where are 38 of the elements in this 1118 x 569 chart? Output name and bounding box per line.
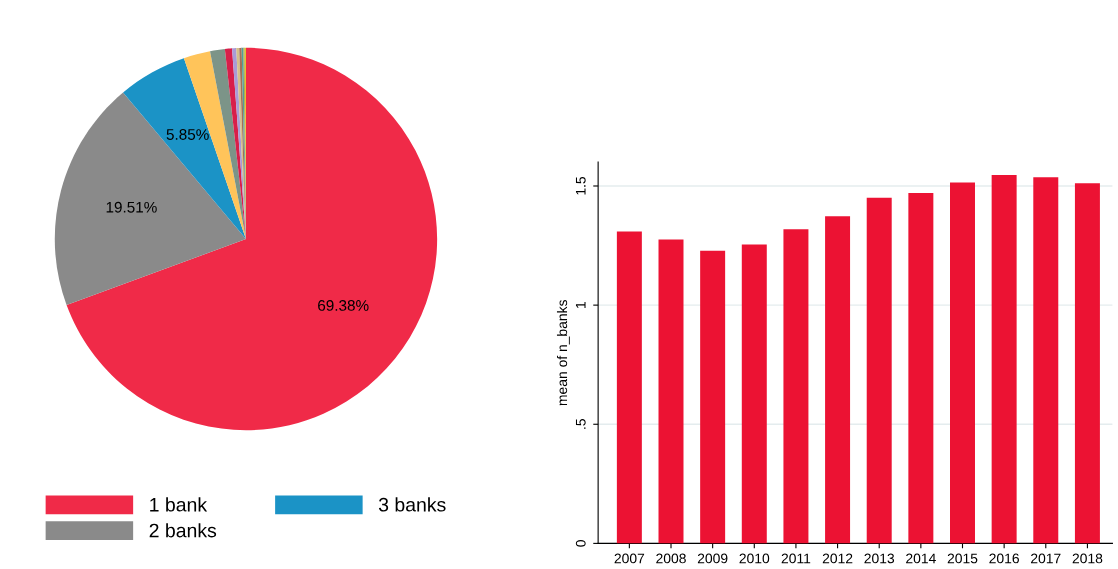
x-tick-label: 2008 xyxy=(656,553,686,564)
bar xyxy=(1074,183,1100,544)
y-tick-label: .5 xyxy=(575,419,586,429)
bar xyxy=(741,244,767,544)
bar xyxy=(658,239,684,544)
bar xyxy=(825,216,851,544)
bar xyxy=(700,250,726,544)
data-label: 69.38% xyxy=(318,300,369,311)
x-tick-label: 2010 xyxy=(739,553,770,564)
bar xyxy=(908,192,934,544)
x-tick-label: 2009 xyxy=(697,553,728,564)
x-tick-label: 2013 xyxy=(864,553,895,564)
x-tick-label: 2018 xyxy=(1072,553,1103,564)
legend-label: 2 banks xyxy=(149,523,217,538)
x-tick-label: 2014 xyxy=(906,553,936,564)
y-axis-title: mean of n_banks xyxy=(556,300,570,406)
bar xyxy=(1033,177,1059,544)
data-label: 19.51% xyxy=(106,201,157,213)
bar xyxy=(991,175,1017,544)
y-tick-label: 0 xyxy=(575,540,586,547)
x-tick-label: 2007 xyxy=(614,553,645,564)
legend-label: 1 bank xyxy=(150,497,208,512)
data-label: 5.85% xyxy=(166,129,209,140)
x-tick-label: 2017 xyxy=(1031,553,1061,564)
pie-slice xyxy=(210,48,246,239)
bar xyxy=(950,182,975,544)
x-tick-label: 2011 xyxy=(781,553,811,564)
x-tick-label: 2012 xyxy=(822,553,853,564)
pie-slice xyxy=(66,47,438,431)
bar xyxy=(866,197,892,544)
bar xyxy=(616,231,642,544)
y-tick-label: 1.5 xyxy=(575,176,586,195)
x-tick-label: 2016 xyxy=(989,553,1019,564)
pie-slice xyxy=(54,92,246,306)
y-tick-label: 1 xyxy=(575,301,586,308)
legend-label: 3 banks xyxy=(378,497,446,512)
bar xyxy=(783,229,809,544)
x-tick-label: 2015 xyxy=(947,553,978,564)
